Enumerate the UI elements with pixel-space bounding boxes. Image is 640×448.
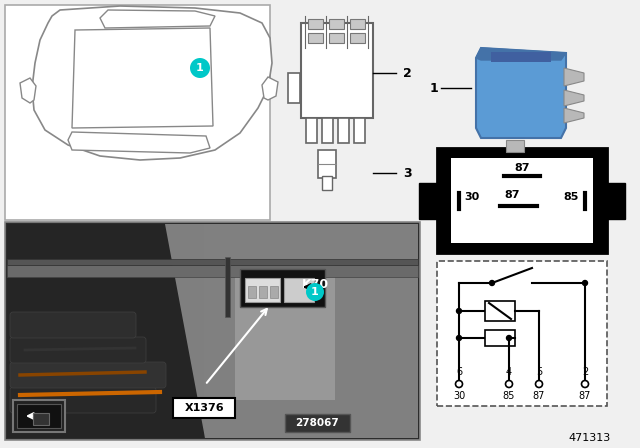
Bar: [225, 257, 230, 317]
Polygon shape: [72, 28, 213, 128]
Bar: [284, 278, 314, 302]
FancyBboxPatch shape: [10, 387, 156, 413]
Text: 87: 87: [533, 391, 545, 401]
Bar: [13, 400, 65, 432]
Bar: [322, 176, 332, 190]
Bar: [245, 278, 280, 302]
Bar: [7, 265, 418, 277]
Polygon shape: [100, 10, 215, 28]
FancyBboxPatch shape: [10, 337, 146, 363]
Bar: [7, 259, 418, 265]
Bar: [338, 118, 349, 143]
Polygon shape: [165, 224, 418, 438]
Bar: [288, 73, 300, 103]
Text: 471313: 471313: [569, 433, 611, 443]
Circle shape: [456, 309, 461, 314]
Text: 1: 1: [311, 287, 319, 297]
Circle shape: [582, 380, 589, 388]
Bar: [173, 398, 235, 418]
Text: 87: 87: [504, 190, 520, 200]
Bar: [329, 19, 344, 29]
Polygon shape: [564, 108, 584, 123]
Bar: [5, 5, 270, 220]
Bar: [350, 19, 365, 29]
Bar: [419, 183, 437, 219]
Circle shape: [306, 283, 324, 301]
FancyBboxPatch shape: [10, 362, 166, 388]
Bar: [301, 23, 373, 118]
Bar: [306, 118, 317, 143]
Text: 6: 6: [456, 367, 462, 377]
Bar: [5, 222, 420, 440]
Text: K70: K70: [301, 277, 328, 290]
Polygon shape: [564, 68, 584, 86]
Circle shape: [536, 380, 543, 388]
Text: 30: 30: [465, 192, 479, 202]
Bar: [322, 118, 333, 143]
Bar: [235, 262, 335, 400]
Circle shape: [490, 280, 495, 285]
Bar: [285, 414, 350, 432]
Text: 5: 5: [536, 367, 542, 377]
Text: 85: 85: [563, 192, 579, 202]
Text: 1: 1: [429, 82, 438, 95]
Text: 30: 30: [453, 391, 465, 401]
Bar: [451, 158, 593, 243]
Polygon shape: [32, 6, 272, 160]
Bar: [318, 150, 336, 178]
Bar: [491, 52, 551, 62]
FancyBboxPatch shape: [10, 312, 136, 338]
Circle shape: [456, 336, 461, 340]
Text: 3: 3: [403, 167, 412, 180]
Polygon shape: [476, 48, 566, 60]
Text: 85: 85: [503, 391, 515, 401]
Text: X1376: X1376: [185, 403, 225, 413]
Text: 278067: 278067: [295, 418, 339, 428]
Bar: [350, 33, 365, 43]
Bar: [248, 286, 256, 298]
Text: 87: 87: [515, 163, 530, 173]
Polygon shape: [564, 90, 584, 106]
Bar: [270, 286, 278, 298]
Bar: [485, 330, 515, 346]
Bar: [17, 404, 61, 428]
Bar: [259, 286, 267, 298]
Bar: [485, 301, 515, 321]
Bar: [240, 269, 325, 307]
Circle shape: [456, 380, 463, 388]
Polygon shape: [476, 48, 566, 138]
Text: 1: 1: [196, 63, 204, 73]
Polygon shape: [506, 140, 524, 152]
Bar: [308, 19, 323, 29]
Bar: [7, 224, 204, 438]
Bar: [437, 148, 607, 253]
Bar: [354, 118, 365, 143]
Circle shape: [506, 336, 511, 340]
Bar: [308, 33, 323, 43]
Polygon shape: [262, 77, 278, 100]
Bar: [33, 413, 49, 425]
Polygon shape: [20, 78, 36, 103]
Bar: [607, 183, 625, 219]
Circle shape: [506, 380, 513, 388]
Circle shape: [190, 58, 210, 78]
Polygon shape: [68, 132, 210, 153]
Bar: [329, 33, 344, 43]
Text: 87: 87: [579, 391, 591, 401]
Circle shape: [582, 280, 588, 285]
Text: 2: 2: [582, 367, 588, 377]
Bar: [437, 261, 607, 406]
Text: 4: 4: [506, 367, 512, 377]
Text: 2: 2: [403, 66, 412, 79]
